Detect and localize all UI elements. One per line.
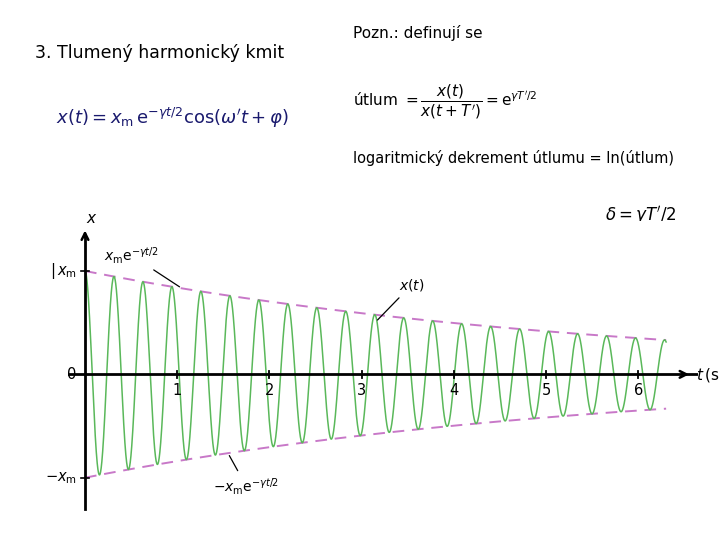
Text: 6: 6 <box>634 383 643 398</box>
Text: logaritmický dekrement útlumu = ln(útlum): logaritmický dekrement útlumu = ln(útlum… <box>353 150 674 166</box>
Text: $x$: $x$ <box>86 211 98 226</box>
Text: $t\,({\rm s})$: $t\,({\rm s})$ <box>696 366 720 384</box>
Text: 5: 5 <box>541 383 551 398</box>
Text: $x_{\rm m}{\rm e}^{-\gamma t/2}$: $x_{\rm m}{\rm e}^{-\gamma t/2}$ <box>104 245 179 287</box>
Text: 4: 4 <box>449 383 459 398</box>
Text: $x(t)$: $x(t)$ <box>377 277 424 320</box>
Text: $x(t) = x_{\rm m}\,{\rm e}^{-\gamma t/2}\cos\!\left(\omega't + \varphi\right)$: $x(t) = x_{\rm m}\,{\rm e}^{-\gamma t/2}… <box>56 105 289 130</box>
Text: 3. Tlumený harmonický kmit: 3. Tlumený harmonický kmit <box>35 44 284 63</box>
Text: $|\,x_{\rm m}$: $|\,x_{\rm m}$ <box>50 261 77 281</box>
Text: $0$: $0$ <box>66 366 77 382</box>
Text: útlum $= \dfrac{x(t)}{x(t+T')} = {\rm e}^{\gamma T'/2}$: útlum $= \dfrac{x(t)}{x(t+T')} = {\rm e}… <box>353 83 537 121</box>
Text: Pozn.: definují se: Pozn.: definují se <box>353 25 482 41</box>
Text: 1: 1 <box>173 383 182 398</box>
Text: 3: 3 <box>357 383 366 398</box>
Text: $\delta = \gamma T'/2$: $\delta = \gamma T'/2$ <box>605 204 676 227</box>
Text: 2: 2 <box>265 383 274 398</box>
Text: $-x_{\rm m}{\rm e}^{-\gamma t/2}$: $-x_{\rm m}{\rm e}^{-\gamma t/2}$ <box>213 456 279 497</box>
Text: $-x_{\rm m}$: $-x_{\rm m}$ <box>45 470 77 485</box>
